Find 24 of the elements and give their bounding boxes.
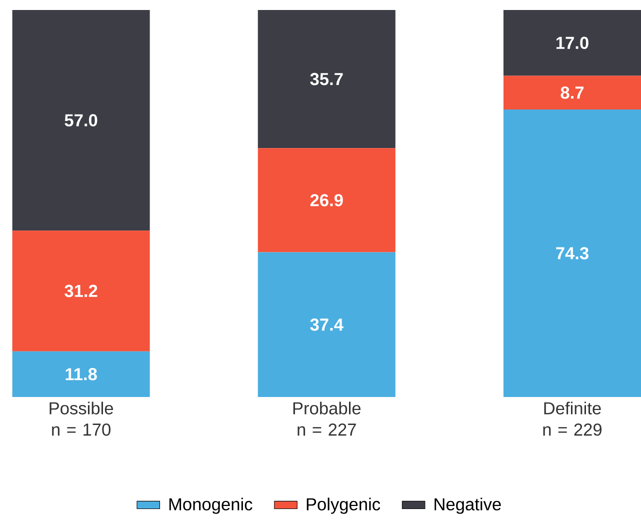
data-label: 57.0 xyxy=(64,114,98,126)
data-label: 74.3 xyxy=(556,247,588,260)
x-tick-label: Possible n = 170 xyxy=(50,402,114,436)
bar xyxy=(258,148,396,252)
legend-label: Negative xyxy=(434,498,501,514)
bar xyxy=(258,252,396,397)
bar xyxy=(12,230,150,352)
legend-label: Polygenic xyxy=(306,498,380,514)
bar xyxy=(503,76,641,110)
bar xyxy=(258,10,396,148)
x-tick-label: Definite n = 229 xyxy=(543,402,602,436)
data-label: 17.0 xyxy=(556,36,588,50)
bar xyxy=(12,10,150,231)
data-label: 8.7 xyxy=(560,86,584,99)
legend-label: Monogenic xyxy=(169,498,252,514)
data-label: 26.9 xyxy=(310,194,343,206)
bar xyxy=(12,351,150,397)
bar xyxy=(503,10,641,76)
data-label: 11.8 xyxy=(66,368,97,380)
data-label: 31.2 xyxy=(64,284,98,298)
data-label: 35.7 xyxy=(310,72,343,86)
bar xyxy=(503,109,641,397)
data-label: 37.4 xyxy=(310,318,344,331)
x-tick-label: Probable n = 227 xyxy=(293,402,361,436)
